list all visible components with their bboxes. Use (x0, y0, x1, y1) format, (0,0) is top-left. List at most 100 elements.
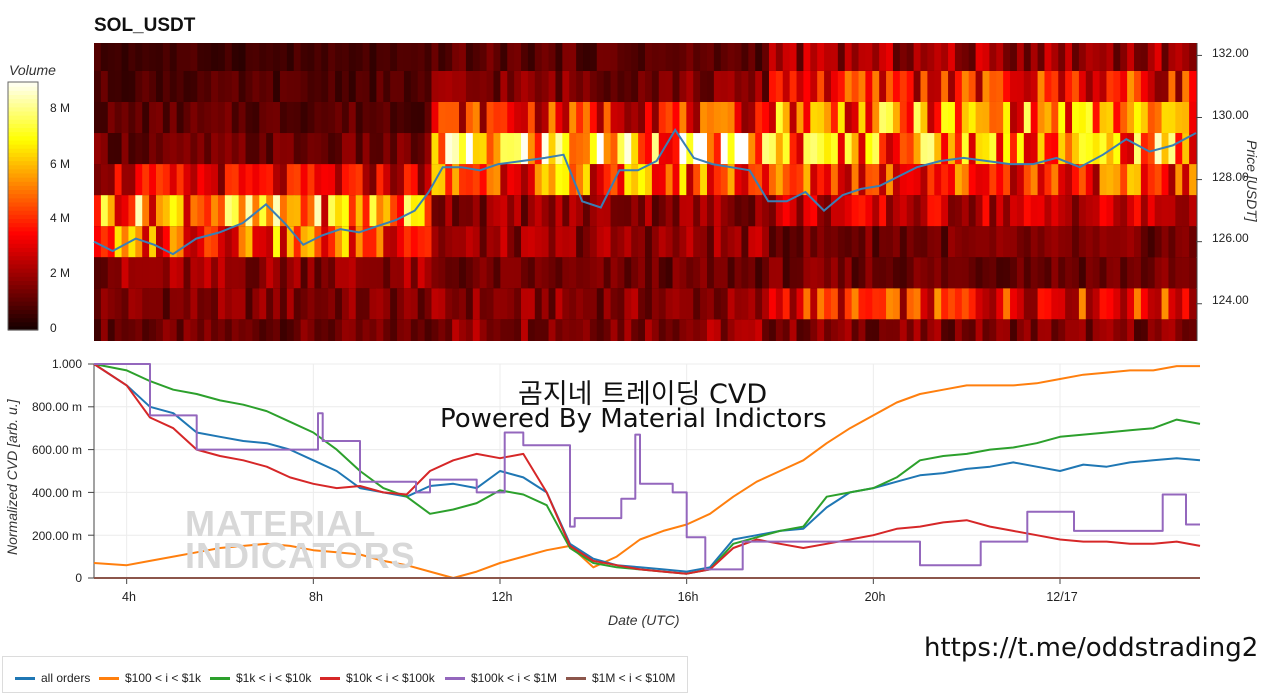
heatmap-cell (720, 195, 729, 227)
heatmap-cell (645, 133, 653, 165)
heatmap-cell (920, 43, 928, 71)
legend-item[interactable]: $1k < i < $10k (210, 671, 311, 685)
heatmap-cell (121, 164, 130, 196)
heatmap-cell (1003, 257, 1011, 289)
heatmap-cell (500, 133, 508, 165)
heatmap-cell (238, 101, 247, 134)
heatmap-cell (583, 43, 591, 71)
heatmap-cell (617, 257, 625, 289)
colorbar-segment (8, 86, 38, 91)
heatmap-cell (1147, 226, 1156, 258)
heatmap-cell (720, 43, 729, 71)
heatmap-cell (920, 195, 928, 227)
heatmap-cell (121, 226, 130, 258)
telegram-link[interactable]: https://t.me/oddstrading2 (924, 633, 1259, 663)
colorbar-segment (8, 131, 38, 137)
heatmap-cell (810, 226, 818, 258)
heatmap-cell (521, 257, 529, 289)
heatmap-cell (1175, 70, 1183, 102)
heatmap-cell (465, 43, 474, 71)
legend-item[interactable]: $100 < i < $1k (99, 671, 201, 685)
heatmap-cell (259, 226, 267, 258)
heatmap-cell (383, 226, 391, 258)
heatmap-cell (107, 43, 116, 71)
heatmap-cell (1099, 288, 1108, 320)
heatmap-cell (514, 133, 522, 165)
heatmap-cell (989, 70, 997, 102)
heatmap-cell (190, 101, 198, 134)
heatmap-cell (734, 164, 743, 196)
heatmap-cell (913, 257, 922, 289)
heatmap-cell (837, 70, 846, 102)
heatmap-cell (424, 288, 433, 320)
heatmap-cell (624, 319, 632, 341)
heatmap-cell (693, 133, 701, 165)
heatmap-cell (1037, 319, 1046, 341)
heatmap-cell (514, 43, 522, 71)
heatmap-cell (114, 70, 123, 102)
heatmap-cell (645, 319, 653, 341)
heatmap-cell (982, 70, 990, 102)
heatmap-cell (190, 133, 198, 165)
heatmap-cell (527, 133, 536, 165)
legend-item[interactable]: $1M < i < $10M (566, 671, 675, 685)
colorbar-segment (8, 189, 38, 195)
heatmap-cell (307, 43, 315, 71)
heatmap-cell (162, 257, 171, 289)
legend-swatch (566, 677, 586, 681)
heatmap-cell (824, 133, 832, 165)
heatmap-cell (383, 43, 391, 71)
heatmap-cell (452, 133, 460, 165)
heatmap-cell (431, 288, 439, 320)
heatmap-cell (686, 70, 694, 102)
heatmap-cell (541, 195, 550, 227)
heatmap-cell (1120, 70, 1128, 102)
heatmap-cell (824, 195, 832, 227)
heatmap-cell (830, 195, 839, 227)
heatmap-cell (266, 43, 274, 71)
heatmap-cell (293, 257, 302, 289)
heatmap-cell (472, 164, 481, 196)
heatmap-cell (982, 226, 990, 258)
heatmap-cell (865, 257, 873, 289)
heatmap-cell (383, 164, 391, 196)
heatmap-cell (865, 70, 873, 102)
heatmap-cell (665, 319, 674, 341)
heatmap-cell (183, 226, 192, 258)
heatmap-cell (479, 70, 488, 102)
heatmap-cell (789, 226, 798, 258)
heatmap-cell (403, 133, 412, 165)
heatmap-cell (886, 164, 894, 196)
heatmap-cell (452, 70, 460, 102)
heatmap-cell (720, 288, 729, 320)
heatmap-cell (810, 164, 818, 196)
heatmap-cell (631, 101, 639, 134)
time-axis-label: Date (UTC) (608, 612, 680, 628)
price-line (93, 128, 1197, 256)
heatmap-cell (686, 164, 694, 196)
legend-item[interactable]: $100k < i < $1M (445, 671, 557, 685)
heatmap-cell (1078, 133, 1087, 165)
heatmap-cell (899, 164, 908, 196)
heatmap-cell (1147, 101, 1156, 134)
heatmap-cell (679, 319, 687, 341)
heatmap-cell (197, 43, 205, 71)
heatmap-cell (259, 70, 267, 102)
heatmap-cell (452, 43, 460, 71)
heatmap-cell (569, 70, 577, 102)
heatmap-cell (541, 43, 550, 71)
legend-item[interactable]: all orders (15, 671, 90, 685)
heatmap-cell (383, 133, 391, 165)
heatmap-cell (431, 133, 439, 165)
heatmap-cell (1065, 288, 1073, 320)
heatmap-cell (665, 164, 674, 196)
heatmap-cell (169, 70, 178, 102)
heatmap-cell (968, 257, 977, 289)
heatmap-cell (486, 288, 495, 320)
heatmap-cell (424, 226, 433, 258)
heatmap-cell (934, 226, 942, 258)
heatmap-cell (961, 43, 970, 71)
heatmap-cell (1175, 43, 1183, 71)
legend-item[interactable]: $10k < i < $100k (320, 671, 435, 685)
heatmap-cell (507, 319, 515, 341)
